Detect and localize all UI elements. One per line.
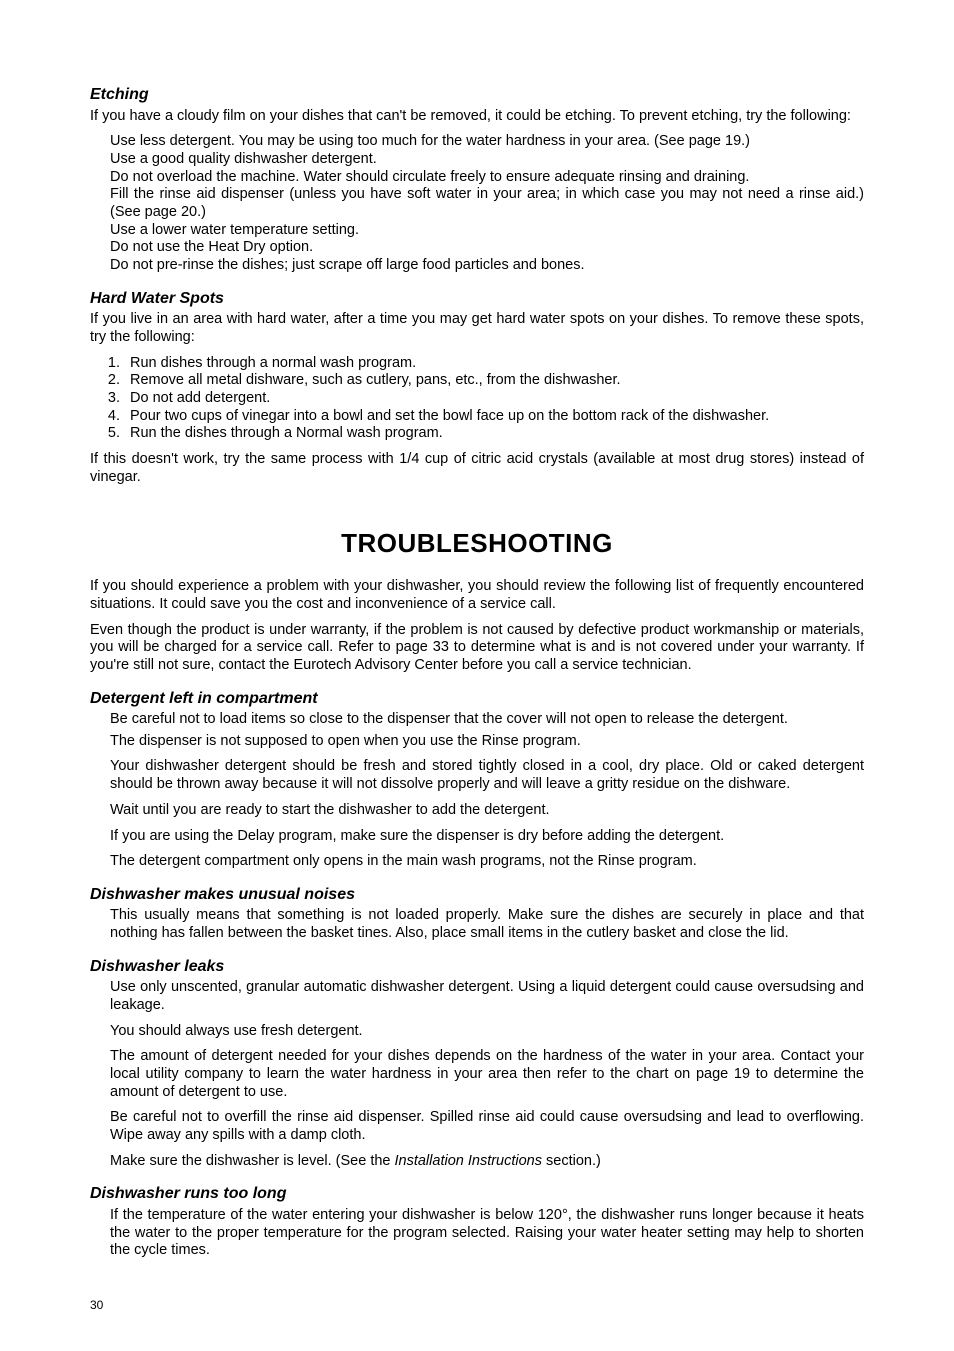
leaks-b5: Make sure the dishwasher is level. (See … [110,1153,864,1171]
leaks-b5-pre: Make sure the dishwasher is level. (See … [110,1153,395,1169]
leaks-b4: Be careful not to overfill the rinse aid… [110,1109,864,1144]
detergent-left-b4: Wait until you are ready to start the di… [110,802,864,820]
heading-etching: Etching [90,85,864,105]
etching-b1: Use less detergent. You may be using too… [110,133,864,151]
hardwater-li2: Remove all metal dishware, such as cutle… [124,372,864,390]
hardwater-li1: Run dishes through a normal wash program… [124,355,864,373]
hardwater-li4: Pour two cups of vinegar into a bowl and… [124,408,864,426]
detergent-left-b5: If you are using the Delay program, make… [110,828,864,846]
etching-b5: Use a lower water temperature setting. [110,222,864,240]
page-number: 30 [90,1298,103,1313]
etching-b2: Use a good quality dishwasher detergent. [110,151,864,169]
etching-b7: Do not pre-rinse the dishes; just scrape… [110,257,864,275]
heading-leaks: Dishwasher leaks [90,957,864,977]
detergent-left-b2: The dispenser is not supposed to open wh… [110,733,864,751]
hardwater-intro: If you live in an area with hard water, … [90,311,864,346]
troubleshooting-p2: Even though the product is under warrant… [90,622,864,675]
runs-long-b1: If the temperature of the water entering… [110,1207,864,1260]
leaks-b5-post: section.) [542,1153,601,1169]
heading-runs-long: Dishwasher runs too long [90,1184,864,1204]
etching-b6: Do not use the Heat Dry option. [110,239,864,257]
leaks-b2: You should always use fresh detergent. [110,1023,864,1041]
heading-noises: Dishwasher makes unusual noises [90,885,864,905]
detergent-left-b3: Your dishwasher detergent should be fres… [110,758,864,793]
detergent-left-b6: The detergent compartment only opens in … [110,853,864,871]
hardwater-li5: Run the dishes through a Normal wash pro… [124,425,864,443]
hardwater-after: If this doesn't work, try the same proce… [90,451,864,486]
heading-detergent-left: Detergent left in compartment [90,689,864,709]
heading-hardwater: Hard Water Spots [90,289,864,309]
hardwater-list: Run dishes through a normal wash program… [124,355,864,443]
troubleshooting-p1: If you should experience a problem with … [90,578,864,613]
etching-b4: Fill the rinse aid dispenser (unless you… [110,186,864,221]
detergent-left-b1: Be careful not to load items so close to… [110,711,864,729]
etching-b3: Do not overload the machine. Water shoul… [110,169,864,187]
leaks-b1: Use only unscented, granular automatic d… [110,979,864,1014]
etching-intro: If you have a cloudy film on your dishes… [90,108,864,126]
heading-troubleshooting: TROUBLESHOOTING [90,528,864,560]
hardwater-li3: Do not add detergent. [124,390,864,408]
noises-b1: This usually means that something is not… [110,907,864,942]
leaks-b5-em: Installation Instructions [395,1153,543,1169]
leaks-b3: The amount of detergent needed for your … [110,1048,864,1101]
